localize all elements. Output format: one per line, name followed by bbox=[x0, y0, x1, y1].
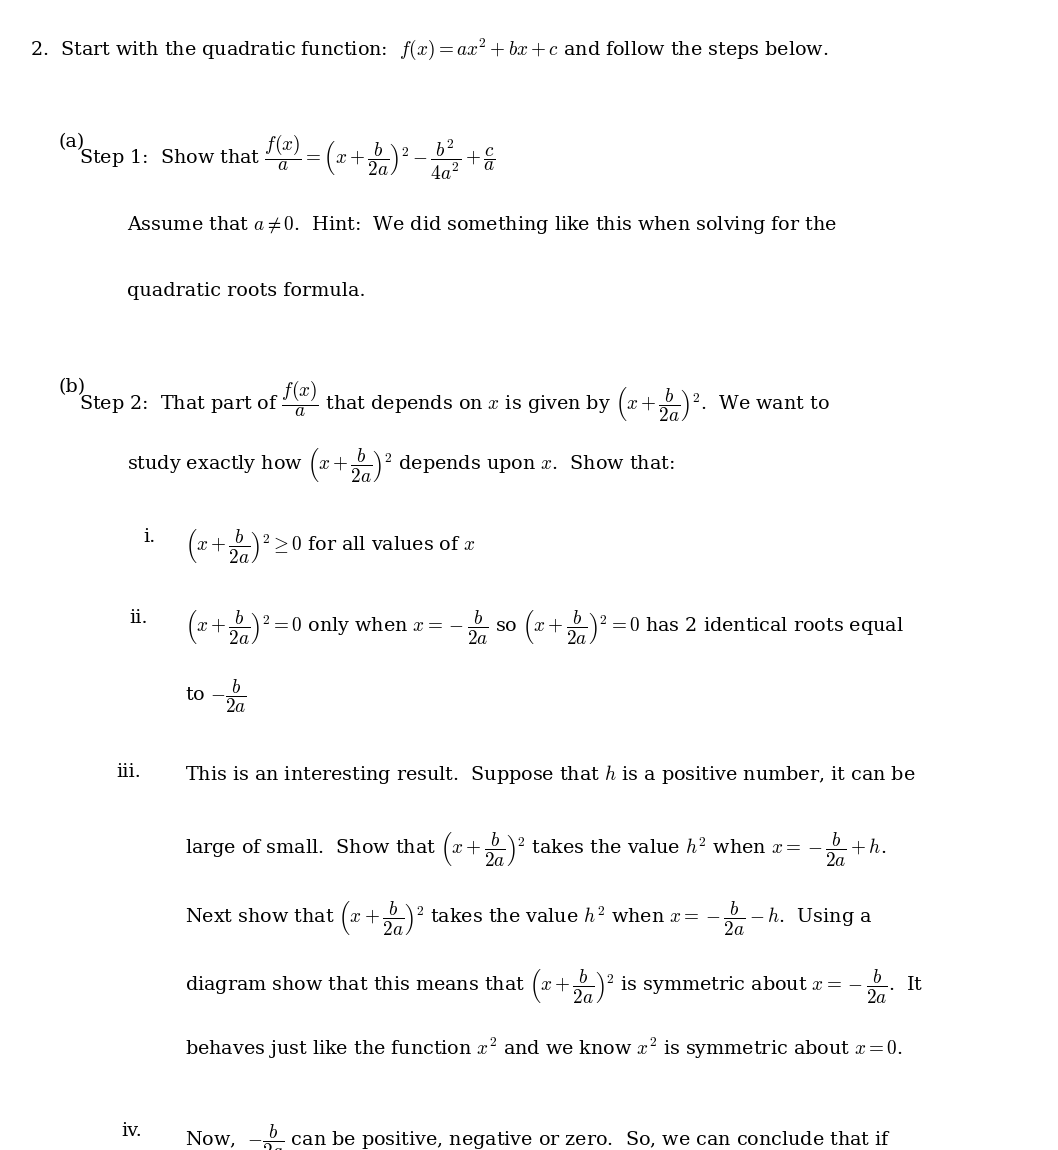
Text: Assume that $a \neq 0$.  Hint:  We did something like this when solving for the: Assume that $a \neq 0$. Hint: We did som… bbox=[127, 214, 837, 236]
Text: i.: i. bbox=[143, 528, 156, 545]
Text: (b): (b) bbox=[58, 378, 86, 397]
Text: iv.: iv. bbox=[122, 1122, 143, 1140]
Text: diagram show that this means that $\left(x + \dfrac{b}{2a}\right)^2$ is symmetri: diagram show that this means that $\left… bbox=[185, 968, 924, 1006]
Text: Step 1:  Show that $\dfrac{f(x)}{a} = \left(x + \dfrac{b}{2a}\right)^2 - \dfrac{: Step 1: Show that $\dfrac{f(x)}{a} = \le… bbox=[79, 133, 496, 182]
Text: to $-\dfrac{b}{2a}$: to $-\dfrac{b}{2a}$ bbox=[185, 677, 247, 715]
Text: $\left(x + \dfrac{b}{2a}\right)^2 = 0$ only when $x = -\dfrac{b}{2a}$ so $\left(: $\left(x + \dfrac{b}{2a}\right)^2 = 0$ o… bbox=[185, 608, 904, 646]
Text: $\left(x + \dfrac{b}{2a}\right)^2 \geq 0$ for all values of $x$: $\left(x + \dfrac{b}{2a}\right)^2 \geq 0… bbox=[185, 528, 476, 566]
Text: ii.: ii. bbox=[129, 608, 147, 627]
Text: This is an interesting result.  Suppose that $h$ is a positive number, it can be: This is an interesting result. Suppose t… bbox=[185, 762, 915, 785]
Text: large of small.  Show that $\left(x + \dfrac{b}{2a}\right)^2$ takes the value $h: large of small. Show that $\left(x + \df… bbox=[185, 831, 887, 869]
Text: Next show that $\left(x + \dfrac{b}{2a}\right)^2$ takes the value $h^2$ when $x : Next show that $\left(x + \dfrac{b}{2a}\… bbox=[185, 899, 873, 937]
Text: (a): (a) bbox=[58, 133, 85, 151]
Text: quadratic roots formula.: quadratic roots formula. bbox=[127, 282, 365, 300]
Text: Now,  $-\dfrac{b}{2a}$ can be positive, negative or zero.  So, we can conclude t: Now, $-\dfrac{b}{2a}$ can be positive, n… bbox=[185, 1122, 891, 1150]
Text: behaves just like the function $x^2$ and we know $x^2$ is symmetric about $x = 0: behaves just like the function $x^2$ and… bbox=[185, 1036, 902, 1061]
Text: iii.: iii. bbox=[116, 762, 141, 781]
Text: Step 2:  That part of $\dfrac{f(x)}{a}$ that depends on $x$ is given by $\left(x: Step 2: That part of $\dfrac{f(x)}{a}$ t… bbox=[79, 378, 831, 424]
Text: study exactly how $\left(x + \dfrac{b}{2a}\right)^2$ depends upon $x$.  Show tha: study exactly how $\left(x + \dfrac{b}{2… bbox=[127, 446, 675, 484]
Text: 2.  Start with the quadratic function:  $f(x) = ax^2 + bx + c$ and follow the st: 2. Start with the quadratic function: $f… bbox=[30, 37, 828, 62]
